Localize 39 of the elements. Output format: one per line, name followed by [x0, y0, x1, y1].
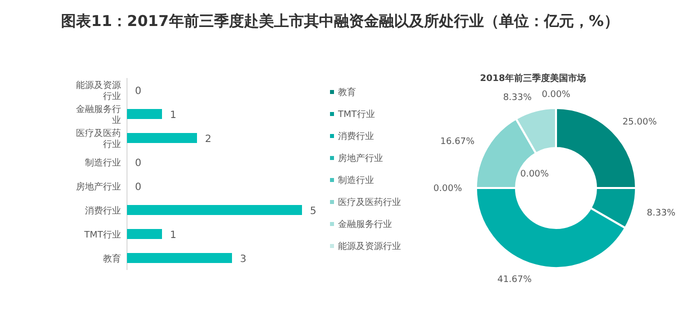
y-tick-label: 制造行业 — [85, 158, 121, 168]
text: 图表11：2017年前三季度赴美上市其中融资金融以及所处行业（单位：亿元，%） — [61, 12, 619, 30]
y-tick-label: 医疗及医药行业 — [76, 128, 121, 150]
data-label: 8.33% — [503, 93, 532, 104]
legend-label: 消费行业 — [338, 131, 374, 142]
bar — [127, 229, 162, 239]
y-tick-label: TMT行业 — [83, 230, 121, 240]
legend-label: 医疗及医药行业 — [338, 197, 401, 208]
bar — [127, 109, 162, 119]
legend-label: 金融服务行业 — [338, 219, 392, 230]
data-label: 0 — [135, 182, 142, 193]
text: 0.00% — [433, 184, 462, 194]
data-label: 1 — [170, 110, 176, 121]
data-label: 8.33% — [646, 208, 676, 218]
legend-label: 制造行业 — [338, 175, 374, 186]
y-tick-label: 教育 — [103, 254, 121, 264]
y-tick-label: 房地产行业 — [76, 182, 121, 192]
y-tick-label: 能源及资源行业 — [76, 80, 121, 102]
data-label: 1 — [170, 230, 176, 241]
data-label: 0 — [135, 86, 142, 97]
data-label: 41.67% — [497, 274, 532, 285]
data-label: 5 — [310, 206, 316, 217]
legend-label: 能源及资源行业 — [338, 241, 401, 252]
data-label: 2 — [205, 134, 212, 145]
y-tick-label: 金融服务行业 — [76, 104, 121, 126]
bar — [127, 253, 232, 263]
bar — [127, 133, 197, 143]
text: 0.00% — [520, 169, 549, 180]
bar — [127, 205, 302, 215]
text: 0.00% — [542, 90, 570, 100]
data-label: 3 — [240, 254, 246, 265]
y-tick-label: 消费行业 — [85, 206, 121, 216]
legend-label: 房地产行业 — [338, 153, 383, 164]
legend-label: 教育 — [338, 87, 356, 98]
data-label: 25.00% — [622, 118, 658, 128]
data-label: 0 — [135, 158, 142, 169]
data-label: 16.67% — [440, 136, 476, 147]
legend-label: TMT行业 — [337, 109, 375, 120]
chart-title: 2018年前三季度美国市场 — [480, 73, 586, 84]
